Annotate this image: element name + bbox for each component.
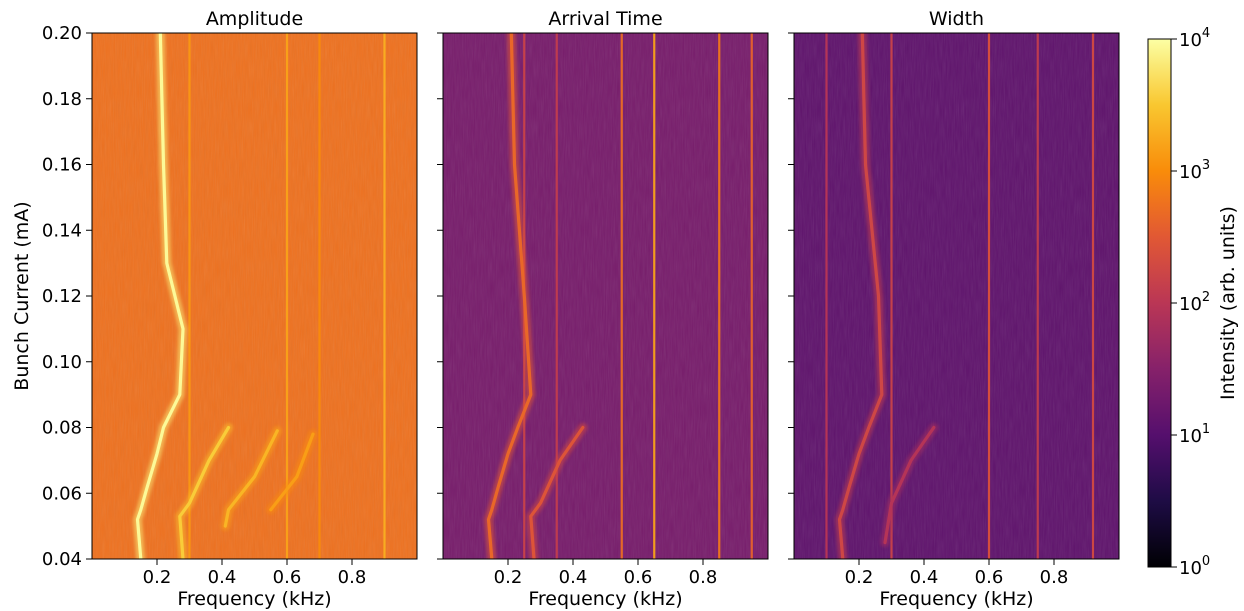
y-tick-label: 0.10: [42, 352, 82, 373]
x-tick-label: 0.8: [1040, 567, 1069, 588]
panel-2: Arrival Time 0.2 0.4 0.6 0.8 Frequency (kHz): [437, 8, 769, 610]
x-tick-label: 0.4: [910, 567, 939, 588]
colorbar: 100 101 102 103 104 Intensity (arb. units): [1147, 26, 1239, 579]
x-tick-label: 0.2: [845, 567, 874, 588]
mode-line-2: [529, 425, 585, 559]
colorbar-tick-label: 103: [1179, 158, 1210, 183]
y-tick-label: 0.16: [42, 155, 82, 176]
panel-title: Arrival Time: [548, 8, 662, 30]
heatmap-panels: Amplitude 0.2 0.4 0.6 0.8 Frequency (kHz) 0.04…: [11, 8, 1120, 610]
colorbar-label: Intensity (arb. units): [1217, 206, 1239, 400]
x-tick-label: 0.6: [975, 567, 1004, 588]
heatmap-noise: [443, 33, 768, 559]
y-tick-label: 0.06: [42, 483, 82, 504]
mode-line-2: [178, 425, 231, 559]
mode-line-2: [883, 425, 936, 545]
y-tick-label: 0.12: [42, 286, 82, 307]
mode-line-4: [269, 432, 315, 512]
x-tick-label: 0.4: [559, 567, 588, 588]
y-axis-label: Bunch Current (mA): [11, 201, 33, 390]
panel-title: Width: [929, 8, 984, 30]
panel-title: Amplitude: [206, 8, 303, 30]
panel-3: Width 0.2 0.4 0.6 0.8 Frequency (kHz): [788, 8, 1120, 610]
x-tick-label: 0.4: [208, 567, 237, 588]
x-axis-label: Frequency (kHz): [177, 588, 331, 610]
colorbar-tick-label: 102: [1179, 290, 1210, 315]
y-tick-label: 0.20: [42, 23, 82, 44]
mode-line-1: [837, 33, 884, 559]
colorbar-tick-label: 100: [1179, 554, 1210, 579]
mode-line-1: [486, 33, 533, 559]
mode-line-1: [135, 33, 185, 559]
x-tick-label: 0.6: [273, 567, 302, 588]
x-tick-label: 0.6: [624, 567, 653, 588]
y-tick-label: 0.14: [42, 220, 82, 241]
x-tick-label: 0.8: [689, 567, 718, 588]
colorbar-tick-label: 101: [1179, 422, 1210, 447]
panel-1: Amplitude 0.2 0.4 0.6 0.8 Frequency (kHz) 0.04…: [11, 8, 418, 610]
y-tick-label: 0.04: [42, 549, 82, 570]
x-tick-label: 0.2: [143, 567, 172, 588]
x-tick-label: 0.2: [494, 567, 523, 588]
colorbar-tick-label: 104: [1179, 26, 1210, 51]
mode-line-3: [223, 429, 279, 528]
heatmap-noise: [794, 33, 1119, 559]
x-axis-label: Frequency (kHz): [528, 588, 682, 610]
colorbar-gradient: [1147, 38, 1172, 568]
y-tick-label: 0.08: [42, 418, 82, 439]
x-tick-label: 0.8: [338, 567, 367, 588]
x-axis-label: Frequency (kHz): [879, 588, 1033, 610]
y-tick-label: 0.18: [42, 89, 82, 110]
